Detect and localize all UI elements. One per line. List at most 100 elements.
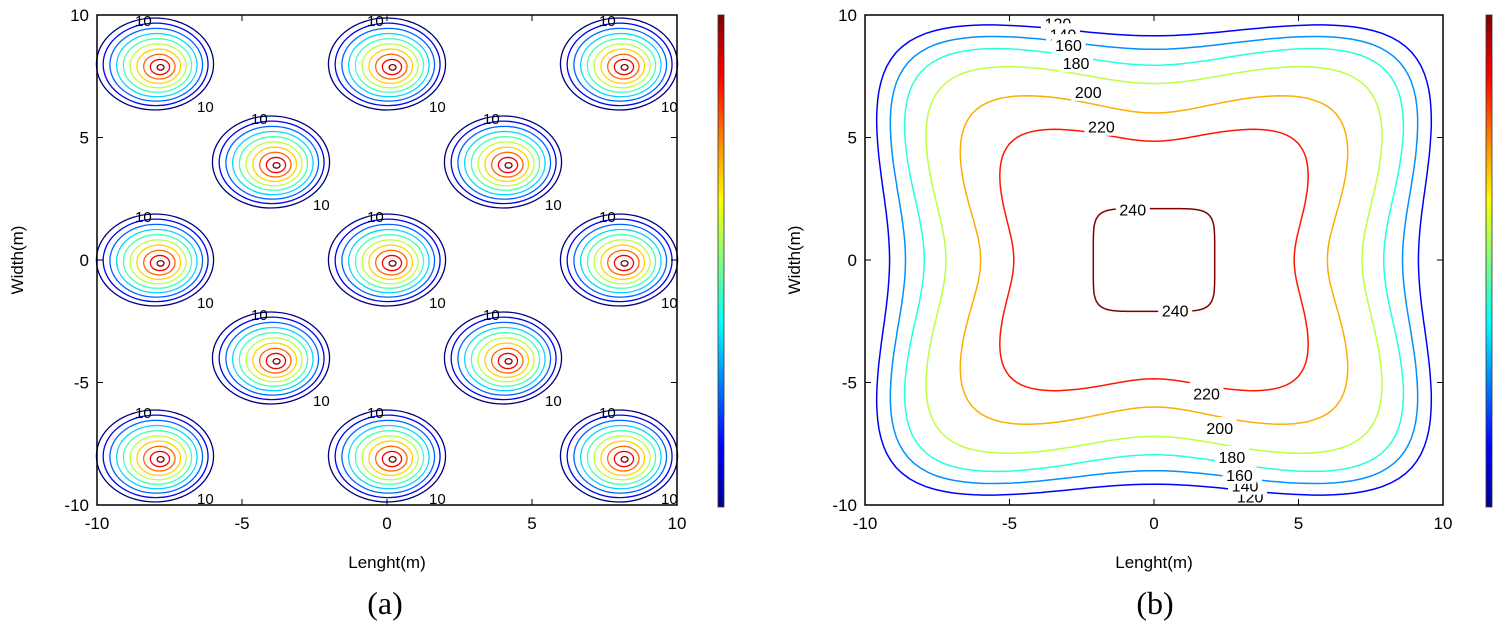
y-ticks-a: -10 -5 0 5 10 (64, 6, 677, 515)
contour-line (347, 32, 430, 98)
contour-line (115, 32, 198, 98)
contour-label: 180 (1063, 56, 1090, 73)
contour-line (142, 445, 176, 472)
x-tick-label: 5 (1294, 514, 1303, 533)
contour-line (381, 58, 403, 76)
contour-line (211, 311, 331, 405)
contour-line (586, 234, 657, 289)
x-tick-label: 10 (1434, 514, 1453, 533)
contour-line (109, 27, 204, 102)
contour-line (457, 125, 552, 200)
y-ticks-b: -10 -5 0 5 10 (832, 6, 1443, 515)
contour-line (490, 347, 524, 374)
contour-line (959, 95, 1349, 425)
contour-line (334, 218, 441, 303)
contour-label: 10 (197, 99, 214, 116)
y-tick-label: 0 (80, 251, 89, 270)
contour-line (593, 435, 651, 481)
contour-line (334, 414, 441, 499)
contour-line (620, 455, 629, 463)
plot-area-b (865, 15, 1443, 505)
x-tick-label: 5 (527, 514, 536, 533)
y-tick-label: -5 (842, 374, 857, 393)
contour-label: 10 (313, 393, 330, 410)
contour-line (613, 450, 635, 468)
contour-line (354, 430, 425, 485)
contour-line (136, 244, 182, 281)
contour-line (579, 424, 662, 490)
contour-line (381, 450, 403, 468)
colorbar-b (1485, 14, 1493, 508)
contour-line (102, 414, 209, 499)
contour-line (566, 414, 673, 499)
contour-line (265, 156, 287, 174)
contour-line (156, 455, 165, 463)
contour-line (470, 136, 541, 191)
contour-label: 10 (251, 111, 268, 128)
contour-line (573, 223, 668, 298)
contour-line (354, 234, 425, 289)
contour-label: 200 (1206, 421, 1233, 438)
contour-label: 10 (251, 307, 268, 324)
contour-line (374, 249, 408, 276)
contour-label-bg (1214, 445, 1249, 466)
contour-line (122, 38, 193, 93)
contour-line (258, 347, 292, 374)
contour-label: 10 (367, 13, 384, 30)
contour-label: 10 (135, 13, 152, 30)
colorbar-a (717, 14, 725, 508)
x-tick-label: -5 (1002, 514, 1017, 533)
contour-labels-a: 10 10 10 10 10 10 10 10 10 10 10 10 10 10 10 10 10 10 10 10… (135, 13, 678, 508)
contour-line (490, 151, 524, 178)
contour-line (600, 48, 646, 85)
x-axis-label-a: Lenght(m) (348, 553, 425, 572)
contour-line (613, 254, 635, 272)
contour-lines-b (875, 24, 1433, 496)
contour-line (341, 223, 436, 298)
contour-line (142, 249, 176, 276)
contour-label: 10 (661, 99, 678, 116)
contour-line (606, 53, 640, 80)
panel-a: 10 10 10 10 10 10 10 10 10 10 10 10 10 10 10 10 10 10 10 10… (8, 6, 725, 572)
contour-label: 10 (367, 405, 384, 422)
x-axis-label-b: Lenght(m) (1115, 553, 1192, 572)
contour-label: 10 (135, 405, 152, 422)
contour-label: 10 (599, 209, 616, 226)
contour-line (388, 455, 397, 463)
contour-line (388, 259, 397, 267)
contour-label: 10 (367, 209, 384, 226)
contour-line (327, 213, 447, 307)
contour-line (368, 48, 414, 85)
contour-line (102, 22, 209, 107)
contour-label: 10 (483, 111, 500, 128)
contour-line (347, 424, 430, 490)
contour-line (115, 424, 198, 490)
y-tick-label: 10 (838, 6, 857, 25)
contour-line (136, 48, 182, 85)
contour-line (347, 228, 430, 294)
contour-label: 10 (599, 405, 616, 422)
contour-line (504, 357, 513, 365)
contour-line (450, 120, 557, 205)
contour-label-bg (1202, 417, 1237, 438)
contour-label: 10 (545, 197, 562, 214)
contour-line (579, 32, 662, 98)
contour-line (889, 35, 1419, 485)
contour-label-bg (1222, 463, 1257, 484)
contour-line (272, 161, 281, 169)
contour-line (600, 440, 646, 477)
contour-line (566, 22, 673, 107)
y-tick-label: -10 (64, 496, 89, 515)
contour-line (470, 332, 541, 387)
contour-label: 220 (1088, 120, 1115, 137)
contour-label-bg (1084, 115, 1119, 136)
contour-line (374, 53, 408, 80)
contour-line (129, 43, 187, 89)
contour-line (368, 244, 414, 281)
contour-label-bg (1158, 299, 1193, 320)
contour-line (463, 130, 546, 196)
contour-line (463, 326, 546, 392)
contour-line (211, 115, 331, 209)
contour-label: 10 (599, 13, 616, 30)
